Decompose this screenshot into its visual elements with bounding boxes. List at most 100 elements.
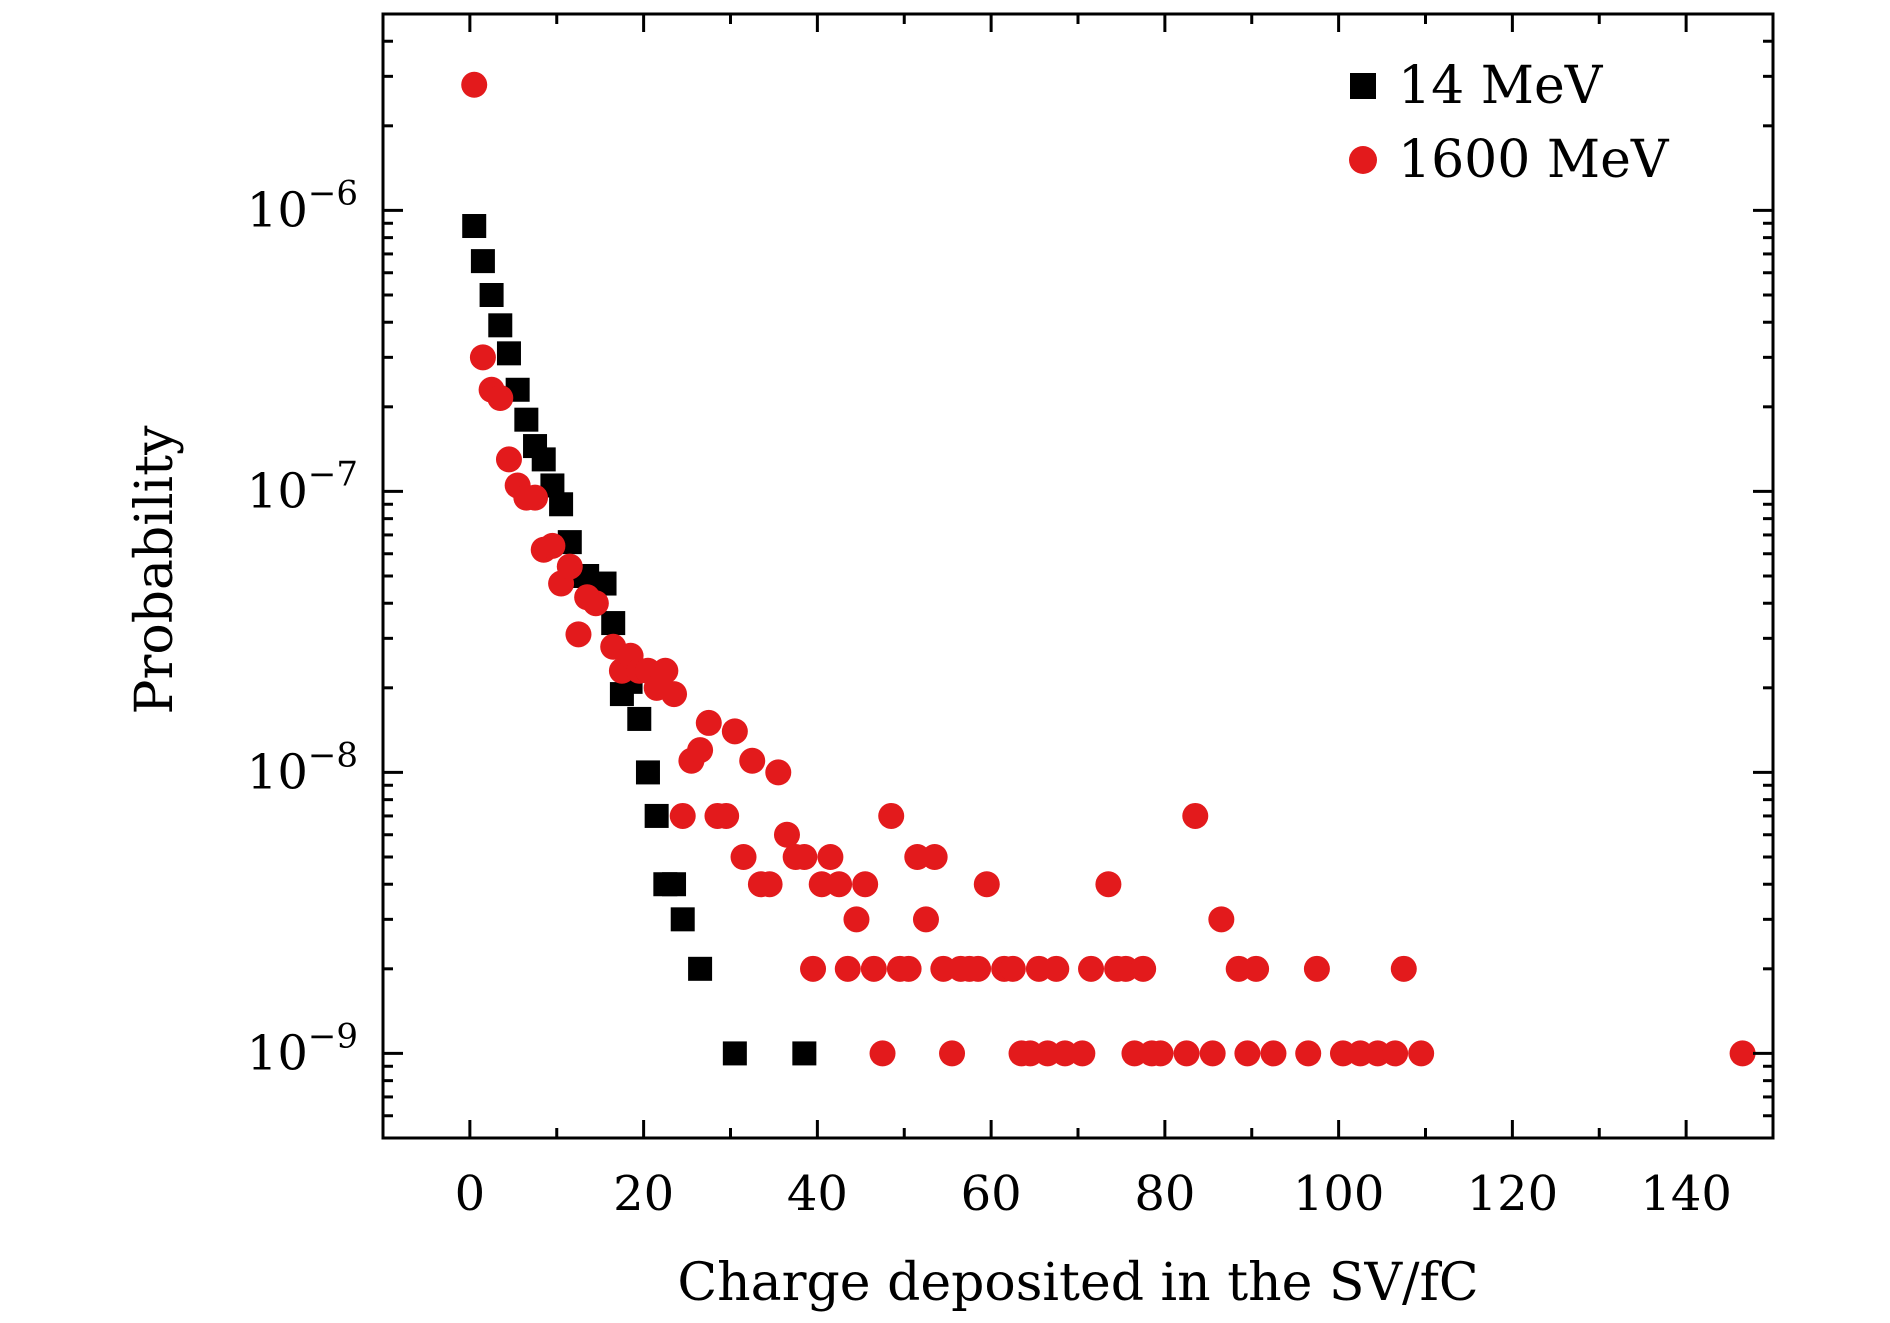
x-tick-label: 20: [613, 1166, 674, 1222]
data-point-circle: [1234, 1040, 1261, 1067]
x-axis-title: Charge deposited in the SV/fC: [677, 1253, 1478, 1313]
data-point-circle: [756, 871, 783, 898]
data-point-circle: [1147, 1040, 1174, 1067]
data-point-square: [644, 803, 669, 828]
data-point-circle: [999, 955, 1026, 982]
data-point-circle: [713, 802, 740, 829]
series-layer: [461, 71, 1756, 1067]
data-point-square: [479, 283, 504, 307]
data-point-circle: [565, 621, 592, 648]
y-tick-base: 10: [247, 182, 308, 238]
data-point-circle: [1199, 1040, 1226, 1067]
data-point-square: [462, 214, 487, 239]
data-point-circle: [469, 344, 496, 371]
x-tick-label: 40: [787, 1166, 848, 1222]
y-tick-exponent: −7: [308, 454, 358, 494]
data-point-circle: [834, 955, 861, 982]
data-point-circle: [843, 906, 870, 933]
data-point-circle: [921, 844, 948, 870]
data-point-square: [470, 249, 495, 274]
data-point-circle: [1173, 1040, 1200, 1067]
legend: 14 MeV 1600 MeV: [1349, 56, 1670, 190]
data-point-square: [496, 341, 521, 366]
legend-label: 1600 MeV: [1398, 130, 1670, 190]
data-point-circle: [1243, 955, 1270, 982]
x-tick-label: 140: [1640, 1166, 1732, 1222]
data-point-circle: [1130, 955, 1157, 982]
y-tick-label: 10−6: [247, 173, 358, 238]
data-point-circle: [800, 955, 827, 982]
data-point-circle: [765, 759, 792, 786]
data-point-circle: [1078, 955, 1105, 982]
data-point-circle: [1408, 1040, 1435, 1067]
data-point-circle: [652, 657, 679, 684]
y-tick-base: 10: [247, 1025, 308, 1081]
legend-label: 14 MeV: [1398, 56, 1604, 116]
data-point-circle: [878, 802, 905, 829]
data-point-circle: [1729, 1040, 1756, 1067]
data-point-square: [792, 1041, 817, 1066]
x-tick-label: 0: [455, 1166, 486, 1222]
data-point-square: [488, 313, 513, 338]
data-point-square: [635, 760, 660, 785]
y-tick-base: 10: [247, 463, 308, 519]
x-tick-label: 60: [961, 1166, 1022, 1222]
data-point-circle: [1043, 955, 1070, 982]
data-point-circle: [1390, 955, 1417, 982]
data-point-circle: [817, 844, 844, 870]
data-point-circle: [965, 955, 992, 982]
y-tick-label: 10−8: [247, 735, 358, 800]
data-point-square: [601, 611, 626, 636]
data-point-circle: [912, 906, 939, 933]
data-point-circle: [895, 955, 922, 982]
data-point-circle: [695, 709, 722, 736]
y-tick-label: 10−7: [247, 454, 358, 519]
data-point-square: [688, 956, 713, 981]
data-point-circle: [773, 821, 800, 848]
series-2: [461, 71, 1756, 1067]
data-point-circle: [1382, 1040, 1409, 1067]
y-tick-base: 10: [247, 744, 308, 800]
data-point-circle: [1260, 1040, 1287, 1067]
data-point-circle: [1095, 871, 1122, 898]
data-point-circle: [687, 737, 714, 764]
plot-frame: [381, 12, 1775, 1140]
data-point-circle: [791, 844, 818, 870]
data-point-square: [627, 706, 652, 731]
x-tick-label: 80: [1134, 1166, 1195, 1222]
y-tick-label: 10−9: [247, 1016, 358, 1081]
legend-marker-square: [1350, 73, 1376, 99]
data-point-circle: [495, 446, 522, 473]
data-point-circle: [669, 802, 696, 829]
data-point-circle: [860, 955, 887, 982]
data-point-circle: [461, 71, 488, 98]
data-point-circle: [869, 1040, 896, 1067]
x-tick-label: 100: [1293, 1166, 1385, 1222]
data-point-circle: [1303, 955, 1330, 982]
data-point-circle: [1182, 802, 1209, 829]
y-tick-exponent: −9: [308, 1016, 358, 1056]
data-point-square: [514, 407, 539, 432]
data-point-circle: [661, 681, 688, 708]
x-tick-label: 120: [1467, 1166, 1559, 1222]
data-point-circle: [826, 871, 853, 898]
data-point-square: [549, 492, 574, 517]
y-tick-exponent: −6: [308, 173, 358, 213]
data-point-square: [670, 907, 695, 932]
data-point-circle: [939, 1040, 966, 1067]
data-point-circle: [556, 553, 583, 580]
data-point-circle: [852, 871, 879, 898]
data-point-square: [722, 1041, 747, 1066]
data-point-circle: [973, 871, 1000, 898]
y-tick-exponent: −8: [308, 735, 358, 775]
y-axis-title: Probability: [125, 425, 185, 715]
data-point-circle: [721, 718, 748, 745]
data-point-circle: [487, 384, 514, 411]
data-point-circle: [539, 532, 566, 559]
data-point-circle: [1295, 1040, 1322, 1067]
data-point-circle: [1208, 906, 1235, 933]
data-point-square: [531, 447, 556, 472]
